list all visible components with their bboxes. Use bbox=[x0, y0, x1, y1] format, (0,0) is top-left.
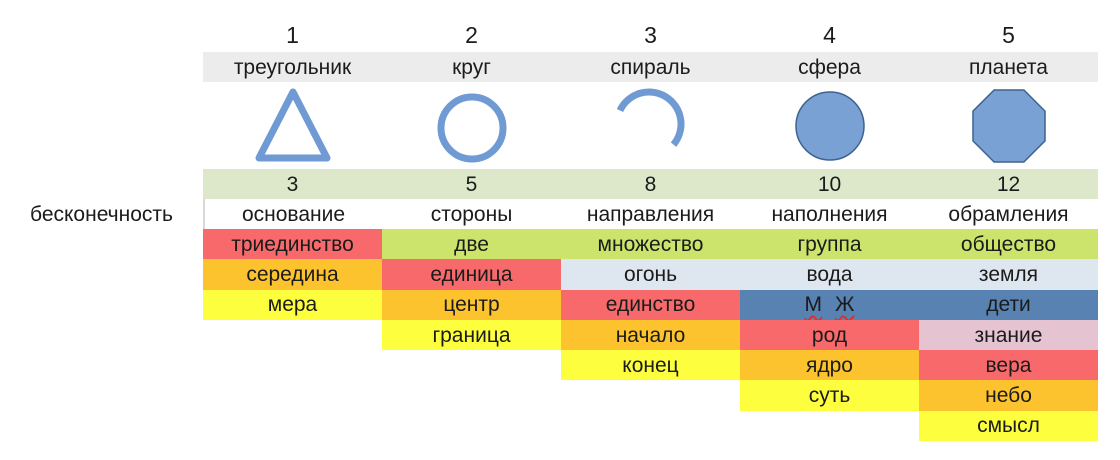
arc-icon bbox=[616, 88, 685, 147]
shape-name: планета bbox=[919, 52, 1098, 82]
matrix-cell: мера bbox=[203, 289, 382, 320]
matrix-cell: две bbox=[382, 229, 561, 260]
column-number: 3 bbox=[644, 22, 657, 48]
count-cell: 8 bbox=[561, 169, 740, 199]
matrix-cell: вода bbox=[740, 259, 919, 290]
count-cell: 10 bbox=[740, 169, 919, 199]
empty-cell bbox=[561, 380, 740, 410]
empty-cell bbox=[740, 411, 919, 441]
matrix-cell: вера bbox=[919, 350, 1098, 381]
shape-name: спираль bbox=[561, 52, 740, 82]
empty-cell bbox=[0, 411, 203, 441]
matrix-cell: граница bbox=[382, 319, 561, 351]
empty-cell bbox=[203, 411, 382, 441]
octagon-icon bbox=[971, 88, 1046, 163]
matrix-cell: ядро bbox=[740, 350, 919, 381]
concept-cell: направления bbox=[586, 202, 715, 226]
infinity-label: бесконечность bbox=[30, 202, 173, 226]
empty-cell bbox=[0, 82, 203, 169]
matrix-cell: род bbox=[740, 319, 919, 351]
column-number: 1 bbox=[286, 22, 299, 48]
empty-cell bbox=[0, 0, 203, 52]
matrix-cell: триединство bbox=[203, 229, 382, 260]
matrix-cell: смысл bbox=[919, 410, 1098, 442]
triangle-shape bbox=[203, 82, 382, 169]
count-cell: 12 bbox=[919, 169, 1098, 199]
empty-cell bbox=[0, 350, 203, 380]
matrix-cell: земля bbox=[919, 259, 1098, 290]
letter-m: М bbox=[804, 293, 823, 317]
filled-circle-icon bbox=[794, 90, 865, 161]
letter-zh: Ж bbox=[835, 293, 855, 317]
column-number: 2 bbox=[465, 22, 478, 48]
matrix-cell: общество bbox=[919, 229, 1098, 260]
shape-name: сфера bbox=[740, 52, 919, 82]
matrix-cell: небо bbox=[919, 380, 1098, 411]
column-number: 5 bbox=[1002, 22, 1015, 48]
planet-shape bbox=[919, 82, 1098, 169]
empty-cell bbox=[0, 259, 203, 289]
empty-cell bbox=[203, 350, 382, 380]
table-grid: 1 2 3 4 5 треугольник круг спираль сфера… bbox=[0, 0, 1098, 442]
empty-cell bbox=[203, 320, 382, 350]
matrix-cell: конец bbox=[561, 350, 740, 381]
matrix-cell: суть bbox=[740, 380, 919, 411]
empty-cell bbox=[203, 380, 382, 410]
matrix-cell: группа bbox=[740, 229, 919, 260]
empty-cell bbox=[561, 411, 740, 441]
concept-cell: основание bbox=[203, 199, 382, 229]
shape-name: круг bbox=[382, 52, 561, 82]
matrix-cell: центр bbox=[382, 289, 561, 320]
matrix-cell: дети bbox=[919, 289, 1098, 320]
matrix-cell: знание bbox=[919, 319, 1098, 351]
empty-cell bbox=[382, 411, 561, 441]
matrix-cell: середина bbox=[203, 259, 382, 290]
empty-cell bbox=[0, 380, 203, 410]
empty-cell bbox=[0, 229, 203, 259]
empty-cell bbox=[0, 169, 203, 199]
matrix-cell: единица bbox=[382, 259, 561, 290]
matrix-cell: единство bbox=[561, 289, 740, 320]
concept-cell: наполнения bbox=[771, 202, 888, 226]
spiral-shape bbox=[561, 82, 740, 169]
count-cell: 5 bbox=[382, 169, 561, 199]
matrix-cell: начало bbox=[561, 319, 740, 351]
circle-shape bbox=[382, 82, 561, 169]
concept-cell: стороны bbox=[430, 202, 513, 226]
matrix-cell-m-zh: М Ж bbox=[740, 289, 919, 320]
matrix-cell: огонь bbox=[561, 259, 740, 290]
column-number: 4 bbox=[823, 22, 836, 48]
sphere-shape bbox=[740, 82, 919, 169]
shape-name: треугольник bbox=[203, 52, 382, 82]
empty-cell bbox=[0, 52, 203, 82]
count-cell: 3 bbox=[203, 169, 382, 199]
empty-cell bbox=[382, 350, 561, 380]
matrix-cell: множество bbox=[561, 229, 740, 260]
empty-cell bbox=[0, 290, 203, 320]
empty-cell bbox=[382, 380, 561, 410]
empty-cell bbox=[0, 320, 203, 350]
concept-cell: обрамления bbox=[948, 202, 1069, 226]
triangle-icon bbox=[255, 88, 330, 161]
circle-icon bbox=[437, 93, 506, 162]
